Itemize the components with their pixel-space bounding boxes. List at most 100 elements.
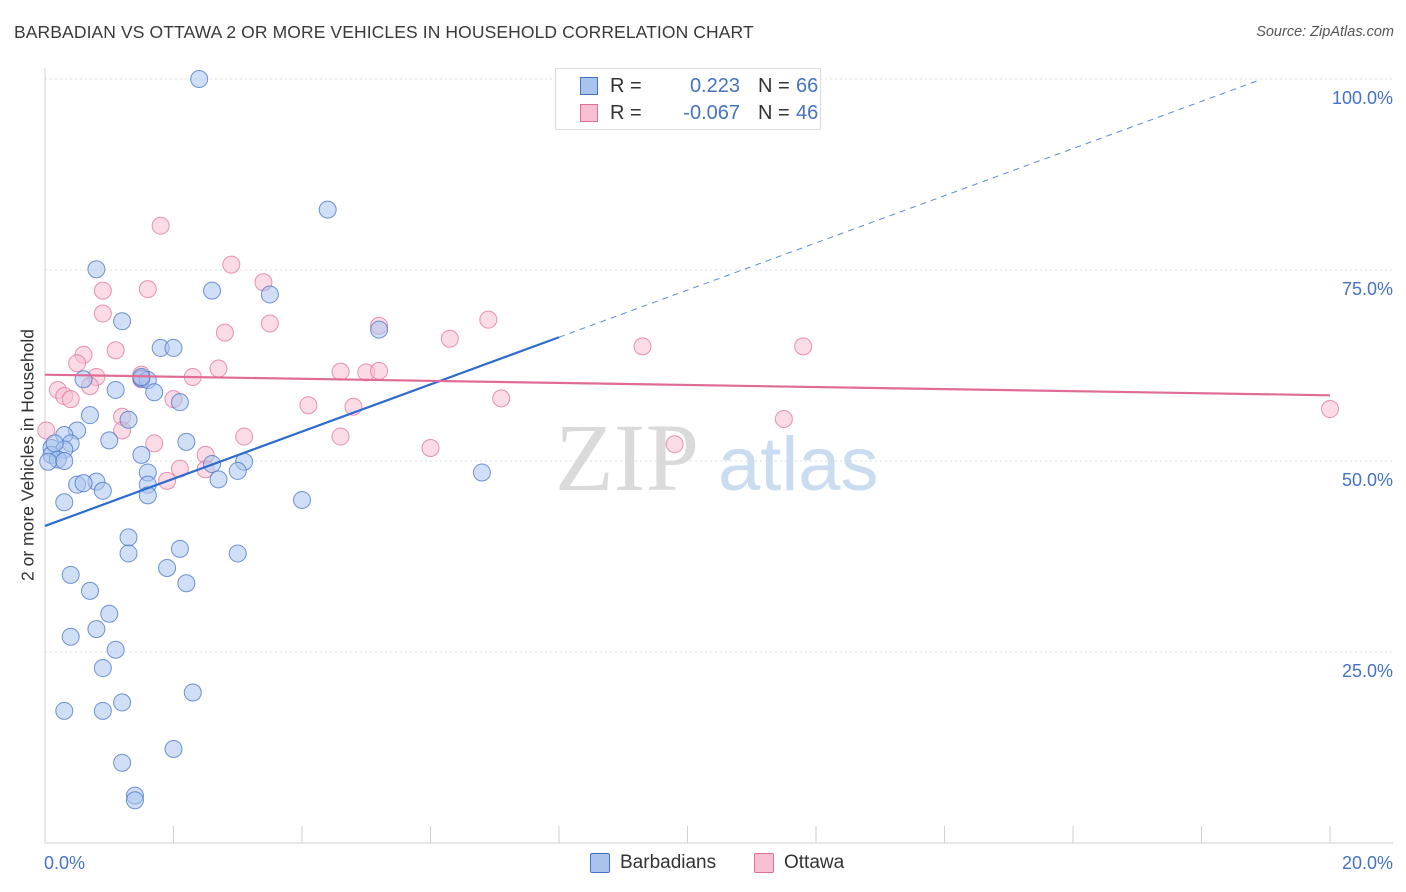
r-value: 0.223 (689, 75, 740, 97)
barbadians-point (145, 383, 164, 402)
n-label: N = (758, 75, 790, 97)
source-label: Source: ZipAtlas.com (1256, 24, 1394, 40)
barbadians-point (100, 604, 119, 623)
barbadians-point (55, 452, 74, 470)
y-tick-label: 100.0% (1332, 88, 1393, 108)
barbadians-point (93, 701, 112, 720)
x-tick-label: 20.0% (1342, 853, 1393, 873)
barbadians-point (113, 312, 132, 331)
ottawa-point (235, 427, 254, 446)
barbadians-point (119, 528, 138, 547)
barbadians-trend-extension (558, 79, 1260, 338)
ottawa-point (479, 310, 498, 329)
barbadians-point (45, 434, 64, 453)
ottawa-point (68, 354, 87, 373)
barbadians-point (209, 470, 228, 489)
ottawa-point (421, 439, 440, 458)
tick-labels: 25.0% 50.0% 75.0% 100.0% 0.0% 20.0% (44, 88, 1393, 873)
barbadians-point (164, 740, 183, 759)
ottawa-point (370, 361, 389, 380)
barbadians-point (472, 463, 491, 482)
barbadians-swatch (580, 77, 598, 95)
barbadians-point (74, 474, 93, 493)
gridlines (45, 78, 1393, 653)
barbadians-point (164, 338, 183, 357)
barbadians-point (125, 791, 144, 810)
ottawa-point (222, 255, 241, 274)
r-label: R = (610, 102, 642, 124)
ottawa-point (774, 409, 793, 428)
ottawa-point (37, 421, 56, 440)
ottawa-trend-line (44, 373, 1331, 397)
barbadians-point (80, 406, 99, 425)
x-tick-label: 0.0% (44, 853, 85, 873)
watermark-zip: ZIP (555, 404, 699, 511)
barbadians-point (74, 370, 93, 389)
barbadians-point (260, 285, 279, 304)
r-value: -0.067 (683, 102, 740, 124)
ottawa-swatch (580, 104, 598, 122)
barbadians-point (113, 753, 132, 772)
ottawa-point (260, 314, 279, 333)
ottawa-legend-swatch (754, 853, 774, 873)
barbadians-point (93, 481, 112, 500)
y-axis-label: 2 or more Vehicles in Household (17, 329, 38, 581)
ottawa-point (93, 304, 112, 323)
barbadians-point (113, 693, 132, 712)
barbadians-point (61, 627, 80, 646)
n-value: 66 (796, 75, 819, 97)
watermark: ZIP atlas (555, 404, 879, 511)
barbadians-point (190, 70, 209, 88)
barbadians-point (80, 581, 99, 600)
ottawa-point (440, 329, 459, 348)
ottawa-point (492, 389, 511, 408)
watermark-atlas: atlas (718, 422, 879, 507)
barbadians-point (318, 200, 337, 219)
barbadians-point (158, 558, 177, 577)
ottawa-point (331, 362, 350, 381)
chart-title: BARBADIAN VS OTTAWA 2 OR MORE VEHICLES I… (14, 22, 754, 42)
ottawa-point (633, 337, 652, 356)
barbadians-point (203, 281, 222, 300)
barbadians-point (293, 490, 311, 509)
ottawa-point (209, 359, 228, 378)
n-value: 46 (796, 102, 819, 124)
barbadians-point (170, 539, 189, 558)
barbadians-legend-label: Barbadians (620, 852, 717, 873)
ottawa-point (331, 427, 350, 446)
barbadians-point (138, 486, 157, 505)
ottawa-point (106, 341, 125, 360)
barbadians-point (183, 683, 202, 702)
ottawa-legend-label: Ottawa (784, 852, 845, 873)
ottawa-point (61, 390, 80, 409)
barbadians-point (177, 574, 196, 593)
barbadians-point (170, 393, 189, 412)
barbadians-point (106, 380, 125, 399)
barbadians-point (132, 445, 151, 464)
ottawa-point (794, 337, 813, 356)
ottawa-point (93, 281, 112, 300)
ottawa-point (1321, 400, 1339, 419)
ottawa-point (151, 216, 170, 235)
barbadians-point (106, 640, 125, 659)
ottawa-point (299, 396, 318, 415)
stats-legend: R = 0.223 N = 66 R = -0.067 N = 46 (555, 68, 821, 130)
barbadians-point (87, 620, 106, 639)
barbadians-point (39, 452, 58, 471)
barbadians-legend-swatch (590, 853, 610, 873)
barbadians-point (119, 410, 138, 429)
ottawa-point (138, 280, 157, 299)
barbadians-point (119, 544, 138, 563)
r-label: R = (610, 75, 642, 97)
ottawa-point (665, 435, 684, 454)
barbadians-point (55, 493, 74, 512)
barbadians-point (87, 260, 106, 279)
y-tick-label: 75.0% (1342, 279, 1393, 299)
n-label: N = (758, 102, 790, 124)
ottawa-point (145, 434, 164, 453)
barbadians-trend-line (44, 336, 560, 527)
barbadians-point (228, 461, 247, 480)
y-tick-label: 50.0% (1342, 470, 1393, 490)
barbadians-point (177, 432, 196, 451)
